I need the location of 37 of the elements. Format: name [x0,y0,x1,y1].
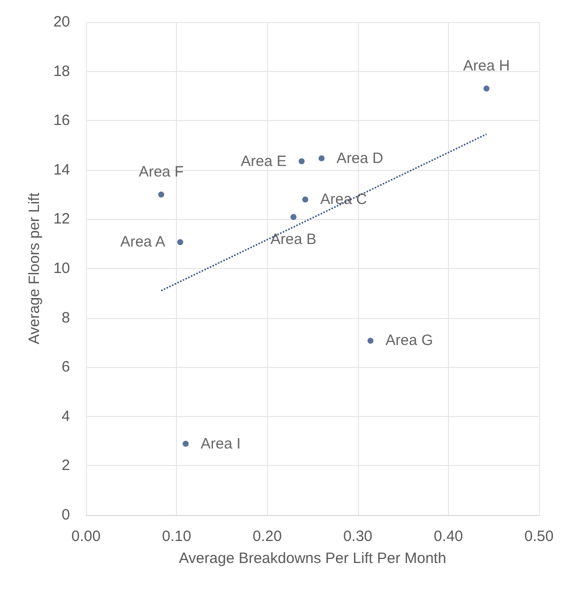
y-tick-label: 8 [62,309,70,326]
x-tick-label: 0.50 [524,528,554,545]
point [318,155,325,162]
y-tick-label: 6 [62,358,70,376]
y-tick-label: 18 [53,62,70,80]
point [298,158,305,164]
y-tick-label: 12 [53,210,70,228]
point [158,192,164,198]
point [302,196,308,202]
annotation: Area B [270,230,316,248]
x-tick-label: 0.20 [252,528,282,545]
y-axis-title: Average Floors per Lift [26,192,43,344]
x-axis-title: Average Breakdowns Per Lift Per Month [178,550,446,567]
x-tick-label: 0.40 [434,528,463,545]
point [182,440,189,447]
y-tick-label: 16 [53,112,70,130]
y-tick-label: 4 [62,408,70,425]
x-tick-label: 0.00 [71,528,101,545]
annotation: Area G [385,332,434,350]
annotation: Area E [240,152,287,170]
annotation: Area D [336,150,384,167]
point [290,214,296,220]
y-tick-label: 20 [53,14,70,30]
y-tick-label: 0 [62,506,70,524]
annotation: Area C [320,190,368,208]
annotation: Area F [138,164,184,181]
point [177,239,184,246]
y-tick-label: 2 [62,457,70,474]
y-tick-label: 10 [53,260,70,277]
y-tick-label: 14 [53,161,70,178]
x-tick-label: 0.10 [162,528,192,545]
annotation: Area H [463,58,510,75]
point [367,338,374,344]
annotation: Area A [120,234,166,251]
x-tick-label: 0.30 [343,528,372,545]
annotation: Area I [200,435,241,452]
point [483,86,490,92]
